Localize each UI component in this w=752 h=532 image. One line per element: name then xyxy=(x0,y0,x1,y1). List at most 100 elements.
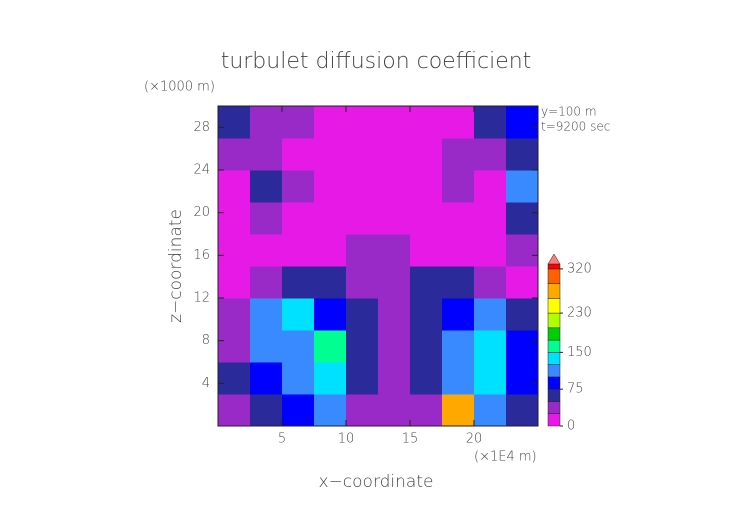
colorbar-tick-label: 230 xyxy=(567,306,592,321)
heat-cell xyxy=(506,362,539,395)
heat-cell xyxy=(282,234,315,267)
y-tick-label: 28 xyxy=(193,120,210,135)
heat-cell xyxy=(474,394,507,427)
heat-cell xyxy=(378,330,411,363)
heat-cell xyxy=(282,394,315,427)
y-tick-label: 16 xyxy=(193,248,210,263)
heat-cell xyxy=(250,234,283,267)
heat-cell xyxy=(346,298,379,331)
heat-cell xyxy=(506,202,539,235)
heat-cell xyxy=(218,330,251,363)
colorbar-band xyxy=(547,339,561,353)
heat-cell xyxy=(250,170,283,203)
colorbar-tick-label: 150 xyxy=(567,345,592,360)
heat-cell xyxy=(250,138,283,171)
heat-cell xyxy=(378,298,411,331)
x-tick-label: 20 xyxy=(466,432,483,447)
heat-cell xyxy=(346,394,379,427)
heat-cell xyxy=(282,202,315,235)
heat-cell xyxy=(346,266,379,299)
heat-cell xyxy=(442,266,475,299)
heat-cell xyxy=(378,170,411,203)
heat-cell xyxy=(218,202,251,235)
heat-cell xyxy=(314,362,347,395)
heat-cell xyxy=(474,298,507,331)
heat-cell xyxy=(410,138,443,171)
heat-cell xyxy=(346,202,379,235)
heat-cell xyxy=(250,330,283,363)
heat-cell xyxy=(474,234,507,267)
colorbar-tick-label: 0 xyxy=(567,419,575,434)
heat-cell xyxy=(410,394,443,427)
y-tick-label: 24 xyxy=(193,163,210,178)
heat-cell xyxy=(282,138,315,171)
heat-cell xyxy=(218,362,251,395)
heat-cell xyxy=(250,298,283,331)
heat-cell xyxy=(442,138,475,171)
annotation: y=100 m xyxy=(541,105,597,119)
colorbar-band xyxy=(547,283,561,299)
heat-cell xyxy=(218,298,251,331)
heat-cell xyxy=(442,330,475,363)
heat-cell xyxy=(314,106,347,139)
plot-frame xyxy=(217,105,539,427)
heat-cell xyxy=(442,202,475,235)
y-tick-label: 4 xyxy=(202,376,210,391)
heat-cell xyxy=(442,362,475,395)
heat-cell xyxy=(282,298,315,331)
y-unit: (×1000 m) xyxy=(144,80,215,95)
heat-cell xyxy=(506,138,539,171)
heat-cell xyxy=(346,234,379,267)
heat-cell xyxy=(410,106,443,139)
heat-cell xyxy=(442,394,475,427)
heat-cell xyxy=(282,362,315,395)
heat-cell xyxy=(506,266,539,299)
heat-cell xyxy=(506,106,539,139)
heat-cell xyxy=(346,362,379,395)
heat-cell xyxy=(314,394,347,427)
heat-cell xyxy=(218,106,251,139)
heat-cell xyxy=(346,170,379,203)
heat-cell xyxy=(506,330,539,363)
heat-cell xyxy=(218,138,251,171)
heat-cell xyxy=(378,266,411,299)
heat-cell xyxy=(474,170,507,203)
heat-cell xyxy=(282,330,315,363)
colorbar-band xyxy=(547,352,561,365)
y-tick-label: 12 xyxy=(193,291,210,306)
colorbar-band xyxy=(547,413,561,427)
heat-cell xyxy=(378,202,411,235)
heat-cell xyxy=(378,234,411,267)
colorbar-band xyxy=(547,312,561,329)
heat-cell xyxy=(442,106,475,139)
heat-cell xyxy=(218,394,251,427)
colorbar-tick-label: 75 xyxy=(567,382,584,397)
heat-cell xyxy=(378,362,411,395)
colorbar-band xyxy=(547,401,561,414)
heat-cell xyxy=(442,298,475,331)
heat-cell xyxy=(250,106,283,139)
heat-cell xyxy=(442,234,475,267)
x-tick-label: 5 xyxy=(278,432,286,447)
colorbar-band xyxy=(547,388,561,402)
heat-cell xyxy=(410,362,443,395)
heat-cell xyxy=(410,330,443,363)
heat-cell xyxy=(442,170,475,203)
x-axis-label: x−coordinate xyxy=(319,472,434,492)
annotation: t=9200 sec xyxy=(541,120,610,134)
y-tick-label: 20 xyxy=(193,205,210,220)
colorbar-extend xyxy=(547,253,561,265)
heat-cell xyxy=(474,106,507,139)
heat-cell xyxy=(346,138,379,171)
heat-cell xyxy=(314,138,347,171)
heat-cell xyxy=(474,330,507,363)
heat-cell xyxy=(250,394,283,427)
x-tick-label: 15 xyxy=(402,432,419,447)
heat-cell xyxy=(474,202,507,235)
heat-cell xyxy=(218,170,251,203)
heat-cell xyxy=(410,266,443,299)
heat-cell xyxy=(506,234,539,267)
heat-cell xyxy=(250,202,283,235)
y-tick-label: 8 xyxy=(202,333,210,348)
